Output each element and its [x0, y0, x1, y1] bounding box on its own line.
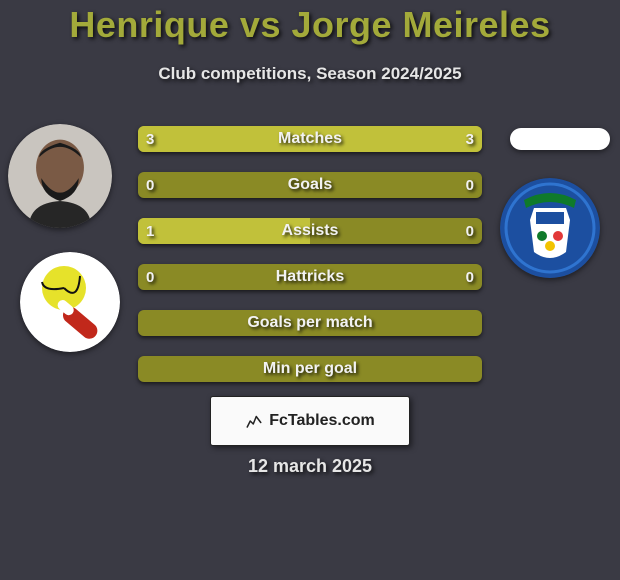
stat-value-left: 3 [146, 126, 154, 152]
footer-text: FcTables.com [269, 412, 375, 430]
stat-value-right: 0 [466, 218, 474, 244]
subtitle: Club competitions, Season 2024/2025 [0, 64, 620, 84]
page-title: Henrique vs Jorge Meireles [0, 4, 620, 46]
infographic-canvas: Henrique vs Jorge Meireles Club competit… [0, 0, 620, 580]
stat-row: Goals0 0 [138, 172, 482, 198]
stat-label: Goals per match [138, 310, 482, 336]
date-label: 12 march 2025 [0, 456, 620, 477]
stat-value-right: 0 [466, 172, 474, 198]
stat-row: Hattricks0 0 [138, 264, 482, 290]
footer-attribution: FcTables.com [210, 396, 410, 446]
stat-row: Assists1 0 [138, 218, 482, 244]
stat-label: Goals [138, 172, 482, 198]
stats-container: Matches33Goals00Assists10Hattricks00Goal… [138, 126, 482, 402]
player-right-club-logo [500, 178, 600, 278]
stat-label: Hattricks [138, 264, 482, 290]
stat-label: Assists [138, 218, 482, 244]
stat-value-left: 1 [146, 218, 154, 244]
player-left-avatar [8, 124, 112, 228]
stat-label: Min per goal [138, 356, 482, 382]
player-right-banner [510, 128, 610, 150]
stat-value-right: 0 [466, 264, 474, 290]
stat-value-left: 0 [146, 264, 154, 290]
chart-icon [245, 412, 263, 430]
stat-row: Min per goal [138, 356, 482, 382]
stat-value-right: 3 [466, 126, 474, 152]
stat-row: Matches3 3 [138, 126, 482, 152]
stat-value-left: 0 [146, 172, 154, 198]
stat-label: Matches [138, 126, 482, 152]
player-left-club-logo [20, 252, 120, 352]
stat-row: Goals per match [138, 310, 482, 336]
